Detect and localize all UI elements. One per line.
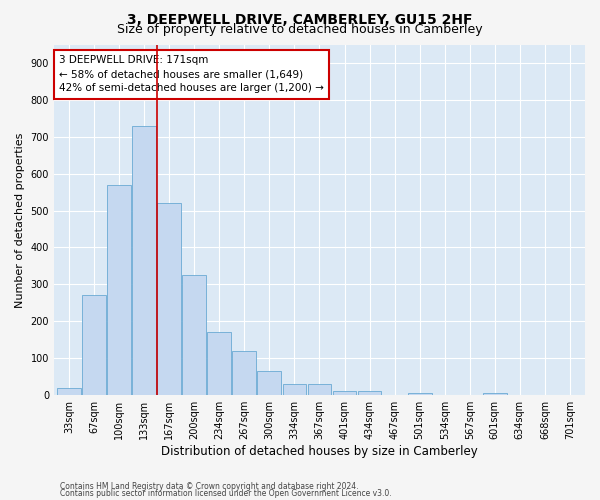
Bar bbox=[57, 388, 81, 394]
Bar bbox=[107, 185, 131, 394]
Bar bbox=[483, 393, 507, 394]
Bar bbox=[232, 350, 256, 395]
Bar bbox=[283, 384, 307, 394]
Bar bbox=[257, 371, 281, 394]
Text: Contains HM Land Registry data © Crown copyright and database right 2024.: Contains HM Land Registry data © Crown c… bbox=[60, 482, 359, 491]
Y-axis label: Number of detached properties: Number of detached properties bbox=[15, 132, 25, 308]
Text: Size of property relative to detached houses in Camberley: Size of property relative to detached ho… bbox=[117, 24, 483, 36]
Bar bbox=[82, 296, 106, 394]
Bar bbox=[308, 384, 331, 394]
Bar bbox=[132, 126, 156, 394]
Bar bbox=[408, 393, 431, 394]
Bar bbox=[208, 332, 231, 394]
X-axis label: Distribution of detached houses by size in Camberley: Distribution of detached houses by size … bbox=[161, 444, 478, 458]
Text: 3, DEEPWELL DRIVE, CAMBERLEY, GU15 2HF: 3, DEEPWELL DRIVE, CAMBERLEY, GU15 2HF bbox=[127, 12, 473, 26]
Bar bbox=[182, 275, 206, 394]
Text: 3 DEEPWELL DRIVE: 171sqm
← 58% of detached houses are smaller (1,649)
42% of sem: 3 DEEPWELL DRIVE: 171sqm ← 58% of detach… bbox=[59, 56, 324, 94]
Text: Contains public sector information licensed under the Open Government Licence v3: Contains public sector information licen… bbox=[60, 488, 392, 498]
Bar bbox=[157, 204, 181, 394]
Bar bbox=[358, 391, 382, 394]
Bar bbox=[332, 391, 356, 394]
